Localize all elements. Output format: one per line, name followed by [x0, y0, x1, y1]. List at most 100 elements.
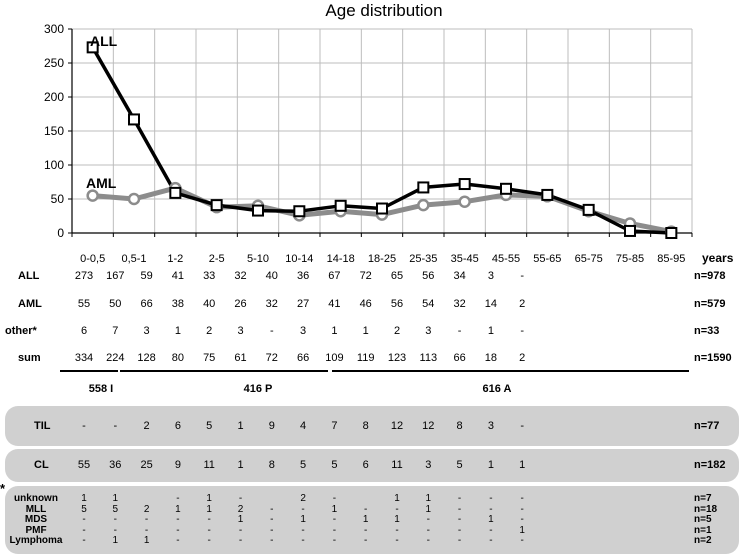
other-cell: - [144, 525, 149, 536]
point-all [376, 202, 388, 215]
panel-cell: 1 [237, 420, 244, 432]
panel-cell: 1 [519, 459, 526, 471]
other-cell: - [395, 525, 399, 536]
other-cell: - [489, 525, 493, 536]
point-all [417, 181, 430, 194]
table-cell: - [269, 325, 274, 337]
table-cell: 1 [174, 325, 181, 337]
table-cell: 1 [362, 325, 369, 337]
table-cell: - [457, 325, 462, 337]
table-cell: 224 [106, 352, 125, 364]
table-cell: 3 [487, 270, 494, 282]
other-row-total: n=2 [694, 535, 712, 546]
panel-cell: 3 [425, 459, 432, 471]
panel-cell: 8 [268, 459, 275, 471]
other-cell: - [144, 514, 149, 525]
x-tick-label: 45-55 [492, 253, 520, 265]
other-cell: 1 [206, 504, 212, 515]
table-cell: 119 [356, 352, 375, 364]
other-cell: - [520, 514, 524, 525]
table-cell: 56 [390, 298, 404, 310]
group-label-558: 558 I [88, 383, 114, 395]
y-tick-label: 100 [44, 158, 64, 172]
other-row-label: MDS [24, 514, 48, 525]
other-cell: - [457, 504, 462, 515]
table-cell: 41 [328, 298, 341, 310]
other-cell: 5 [112, 504, 119, 515]
x-tick-label: 75-85 [616, 253, 644, 265]
other-cell: - [426, 525, 430, 536]
table-cell: - [520, 270, 525, 282]
panel-cell: 1 [237, 459, 244, 471]
y-tick-label: 150 [44, 124, 64, 138]
table-cell: 54 [422, 298, 435, 310]
table-cell: 72 [265, 352, 278, 364]
table-cell: 66 [296, 352, 310, 364]
other-cell: 1 [206, 493, 212, 504]
table-row-label: ALL [18, 270, 40, 282]
panel-cell: - [113, 420, 118, 432]
table-cell: 50 [109, 298, 122, 310]
other-cell: 1 [112, 493, 119, 504]
point-all [334, 199, 347, 212]
table-cell: 46 [359, 298, 372, 310]
panel-cell: 55 [77, 459, 91, 471]
other-cell: - [364, 525, 368, 536]
other-cell: - [457, 525, 462, 536]
til-panel [5, 406, 739, 446]
other-cell: 1 [394, 514, 400, 525]
table-row-total: n=1590 [694, 352, 732, 364]
other-panel [5, 486, 739, 554]
table-cell: 33 [203, 270, 216, 282]
table-cell: 80 [171, 352, 185, 364]
table-cell: 3 [143, 325, 150, 337]
table-cell: 66 [140, 298, 153, 310]
group-bracket-616 [332, 370, 689, 372]
panel-cell: 9 [268, 420, 275, 432]
group-label-616: 616 A [482, 383, 512, 395]
other-cell: - [82, 514, 86, 525]
point-aml [86, 189, 99, 202]
other-cell: - [270, 514, 274, 525]
panel-cell: 6 [174, 420, 181, 432]
other-cell: 1 [519, 525, 525, 536]
x-tick-label: 18-25 [368, 253, 396, 265]
point-all [210, 199, 223, 212]
point-aml [127, 192, 141, 206]
table-cell: 14 [484, 298, 498, 310]
other-cell: 1 [300, 514, 306, 525]
point-all [582, 203, 595, 216]
other-row-label: unknown [14, 493, 58, 504]
x-tick-label: 25-35 [409, 253, 437, 265]
panel-cell: 1 [487, 459, 494, 471]
table-row-label: sum [18, 352, 41, 364]
other-cell: - [301, 504, 305, 515]
table-cell: 67 [328, 270, 341, 282]
table-cell: 3 [237, 325, 244, 337]
x-tick-label: 65-75 [575, 253, 603, 265]
table-cell: 55 [77, 298, 91, 310]
table-cell: 36 [296, 270, 310, 282]
panel-cell: 36 [109, 459, 122, 471]
other-cell: - [426, 535, 430, 546]
other-row-total: n=7 [694, 493, 712, 504]
y-tick-label: 250 [44, 56, 64, 70]
panel-cell: 5 [456, 459, 463, 471]
panel-cell: 8 [362, 420, 369, 432]
panel-cell: 7 [331, 420, 338, 432]
point-aml [458, 195, 471, 208]
table-cell: 2 [206, 325, 213, 337]
other-cell: - [489, 493, 493, 504]
table-cell: - [520, 325, 525, 337]
panel-cell: 5 [206, 420, 213, 432]
table-cell: 18 [484, 352, 498, 364]
x-tick-label: 85-95 [657, 253, 685, 265]
panel-cell: 5 [300, 459, 307, 471]
other-cell: - [489, 504, 493, 515]
table-cell: 65 [390, 270, 404, 282]
table-cell: 56 [422, 270, 435, 282]
chart-title: Age distribution [325, 1, 442, 20]
other-cell: - [332, 493, 337, 504]
axes [68, 28, 693, 237]
group-label-416: 416 P [243, 383, 273, 395]
